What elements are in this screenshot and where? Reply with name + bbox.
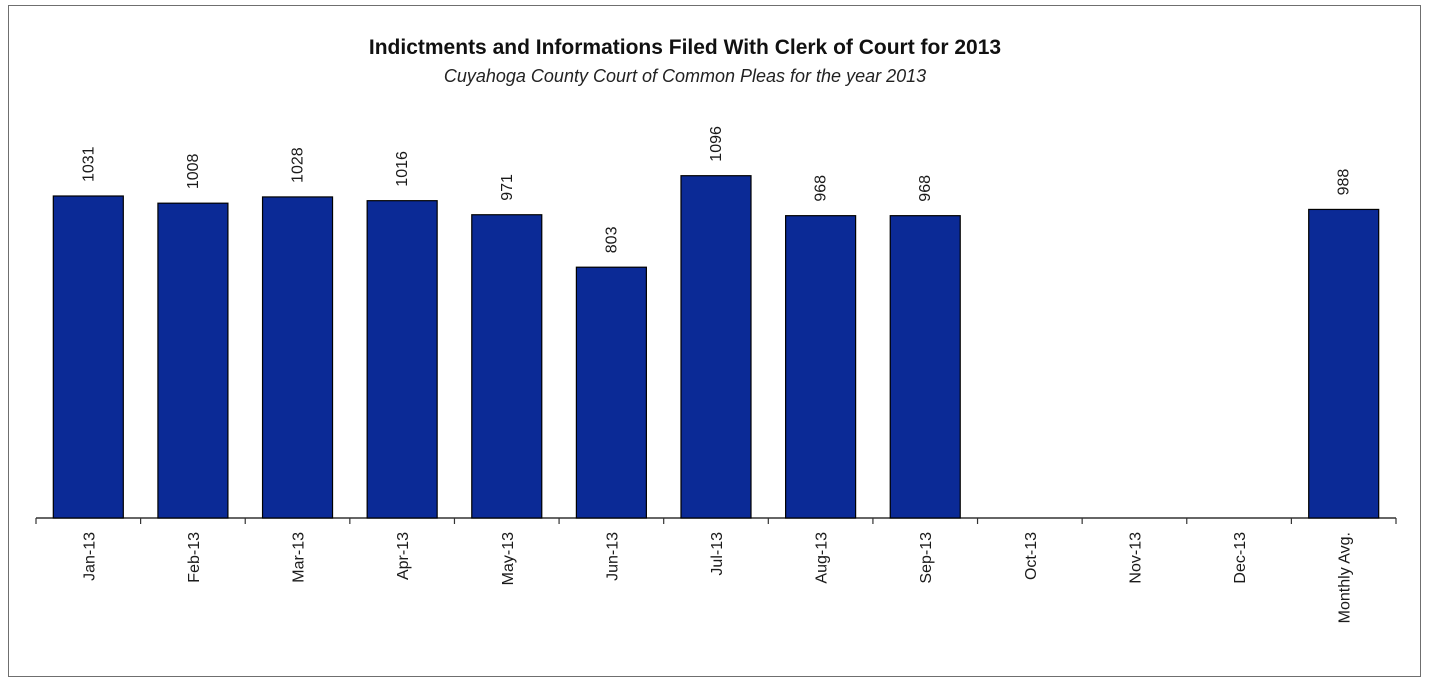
data-label: 803 xyxy=(603,226,620,253)
x-tick-label: Nov-13 xyxy=(1127,532,1144,584)
data-label: 988 xyxy=(1336,169,1353,196)
x-tick-label: Oct-13 xyxy=(1023,532,1040,580)
x-tick-label: Sep-13 xyxy=(918,532,935,584)
x-tick-label: Jan-13 xyxy=(81,532,98,581)
x-tick-label: Apr-13 xyxy=(395,532,412,580)
data-label: 1008 xyxy=(185,153,202,189)
bar-jul-13 xyxy=(680,175,752,519)
x-tick-label: Jun-13 xyxy=(604,532,621,581)
data-label: 1028 xyxy=(290,147,307,183)
data-label: 968 xyxy=(813,175,830,202)
bar-feb-13 xyxy=(157,202,229,519)
bar-sep-13 xyxy=(889,215,961,519)
x-tick-label: Mar-13 xyxy=(291,532,308,583)
data-label: 1096 xyxy=(708,126,725,162)
x-tick-label: Dec-13 xyxy=(1232,532,1249,584)
bar-jun-13 xyxy=(575,266,647,519)
data-label: 1016 xyxy=(394,151,411,187)
x-tick-label: May-13 xyxy=(500,532,517,585)
x-tick-label: Monthly Avg. xyxy=(1337,532,1354,623)
chart-title: Indictments and Informations Filed With … xyxy=(368,36,1002,59)
x-tick-label: Aug-13 xyxy=(814,532,831,584)
bar-jan-13 xyxy=(52,195,124,519)
bar-may-13 xyxy=(471,214,543,519)
bar-apr-13 xyxy=(366,200,438,519)
x-tick-label: Jul-13 xyxy=(709,532,726,576)
bar-aug-13 xyxy=(785,215,857,519)
bar-mar-13 xyxy=(261,196,334,519)
x-tick-label: Feb-13 xyxy=(186,532,203,583)
bar-monthly-avg xyxy=(1308,208,1380,519)
data-label: 968 xyxy=(917,175,934,202)
data-label: 1031 xyxy=(80,146,97,182)
data-label: 971 xyxy=(499,174,516,201)
chart-subtitle: Cuyahoga County Court of Common Pleas fo… xyxy=(443,66,927,86)
